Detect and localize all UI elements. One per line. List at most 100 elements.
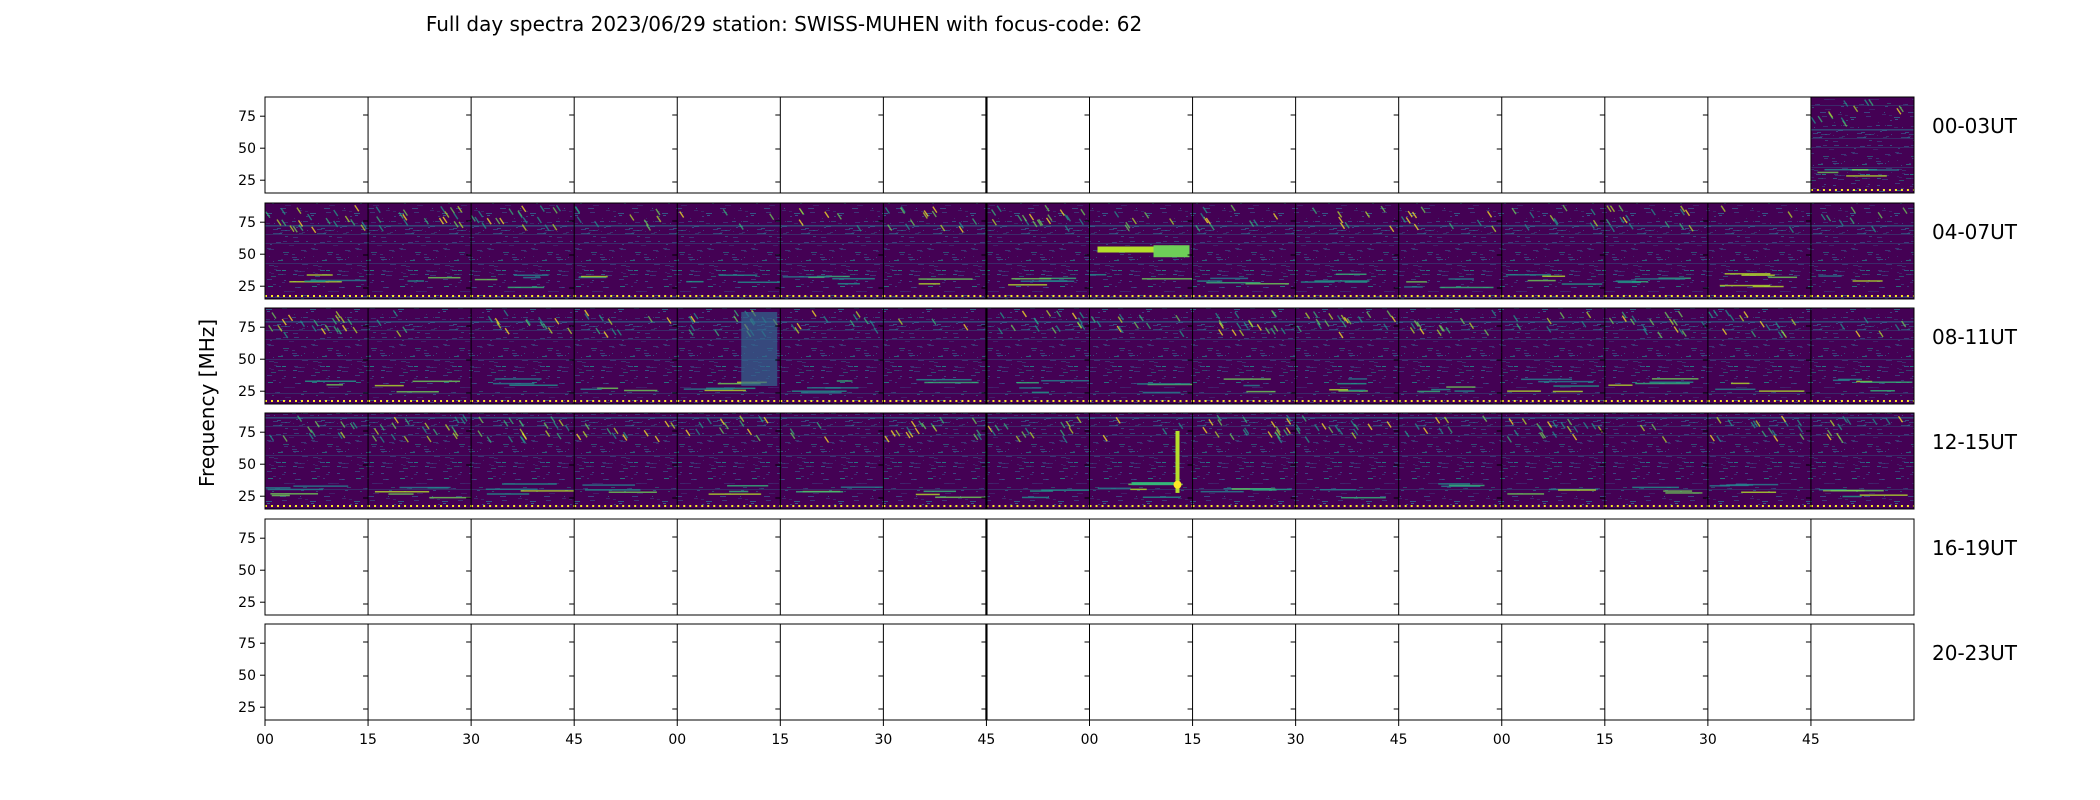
spectrum-panel: [883, 308, 987, 404]
spectrum-panel: [986, 308, 1098, 404]
x-tick-label: 15: [359, 732, 377, 748]
x-tick-label: 30: [1287, 732, 1305, 748]
y-tick-label: 25: [238, 279, 256, 295]
spectrum-panel: [1398, 308, 1502, 404]
y-tick-label: 25: [238, 384, 256, 400]
spectrum-panel: [1810, 97, 1914, 193]
row-time-label: 12-15UT: [1932, 430, 2018, 454]
y-tick-label: 75: [238, 531, 256, 547]
spectrum-panel: [470, 203, 575, 299]
x-tick-label: 45: [978, 732, 996, 748]
spectra-row: 12-15UT 75 50 25: [238, 412, 2018, 510]
y-tick-label: 50: [238, 141, 256, 157]
spectrum-panel: [1295, 308, 1399, 404]
spectra-rows: 00-03UT75502504-07UT75502508-11UT7550251…: [238, 96, 2018, 721]
spectrum-panel: [986, 203, 1090, 299]
spectrum-panel: [780, 308, 884, 404]
spectrum-panel: [1398, 203, 1502, 299]
spectrum-panel: [986, 413, 1097, 509]
y-tick-label: 75: [238, 320, 256, 336]
spectrum-panel: [883, 203, 987, 299]
burst-spike: [1175, 430, 1180, 493]
spectrum-panel: [1707, 308, 1811, 404]
spectrum-panel: [1501, 203, 1605, 299]
spectrum-panel: [1089, 413, 1193, 509]
row-time-label: 00-03UT: [1932, 114, 2018, 138]
y-tick-label: 25: [238, 595, 256, 611]
y-tick-label: 75: [238, 636, 256, 652]
y-axis-label: Frequency [MHz]: [195, 319, 219, 487]
y-tick-label: 75: [238, 425, 256, 441]
x-tick-label: 45: [1390, 732, 1408, 748]
spectra-row: 20-23UT 75 50 25: [238, 623, 2018, 721]
emission-band: [1153, 245, 1190, 258]
spectrum-panel: [471, 308, 575, 404]
spectrum-panel: [1604, 203, 1708, 299]
spectrum-panel: [1398, 413, 1502, 509]
x-tick-label: 00: [668, 732, 686, 748]
spectrum-panel: [368, 413, 480, 509]
spectrum-panel: [677, 203, 785, 299]
x-tick-label: 30: [1699, 732, 1717, 748]
x-tick-label: 00: [1493, 732, 1511, 748]
spectra-row: 16-19UT 75 50 25: [238, 518, 2018, 616]
y-tick-label: 50: [238, 457, 256, 473]
spectrum-panel: [1501, 413, 1605, 509]
spectrum-panel: [574, 308, 678, 404]
y-tick-label: 50: [238, 247, 256, 263]
y-tick-label: 75: [238, 215, 256, 231]
y-tick-label: 50: [238, 668, 256, 684]
emission-block: [741, 312, 778, 386]
row-time-label: 20-23UT: [1932, 641, 2018, 665]
spectrum-panel: [677, 308, 781, 404]
y-tick-label: 75: [238, 109, 256, 125]
spectrum-panel: [780, 203, 884, 299]
spectrum-panel: [1810, 308, 1914, 404]
spectrum-panel: [1089, 308, 1204, 404]
spectrum-panel: [265, 413, 369, 509]
spectrum-panel: [677, 413, 781, 509]
spectrum-panel: [368, 308, 472, 404]
spectrum-panel: [1192, 203, 1296, 299]
row-time-label: 08-11UT: [1932, 325, 2018, 349]
spectrum-panel: [1192, 413, 1296, 509]
x-tick-label: 45: [565, 732, 583, 748]
y-tick-label: 25: [238, 489, 256, 505]
spectrum-panel: [780, 413, 894, 509]
spectrum-panel: [1810, 203, 1914, 299]
spectra-row: 04-07UT 75 50 25: [238, 202, 2018, 300]
burst-peak: [1173, 480, 1182, 489]
x-tick-label: 15: [771, 732, 789, 748]
spectrum-panel: [1192, 308, 1296, 404]
x-axis: 00 15 30 45 00 15 30 45 00 15 30 45 00 15 30 45: [256, 720, 1820, 748]
y-tick-label: 25: [238, 700, 256, 716]
spectrum-panel: [1501, 308, 1605, 404]
emission-band: [1097, 246, 1154, 253]
spectrum-panel: [883, 413, 990, 509]
x-tick-label: 45: [1802, 732, 1820, 748]
x-tick-label: 00: [1081, 732, 1099, 748]
spectrum-panel: [471, 413, 577, 509]
x-tick-label: 30: [462, 732, 480, 748]
spectrum-panel: [1295, 203, 1399, 299]
spectrum-panel: [265, 308, 369, 404]
spectrum-panel: [1604, 413, 1708, 509]
spectrum-panel: [1604, 308, 1708, 404]
spectrum-panel: [1810, 413, 1914, 509]
chart-title: Full day spectra 2023/06/29 station: SWI…: [426, 12, 1142, 36]
row-time-label: 16-19UT: [1932, 536, 2018, 560]
y-tick-label: 25: [238, 173, 256, 189]
x-tick-label: 00: [256, 732, 274, 748]
burst-band: [1131, 482, 1178, 486]
y-tick-label: 50: [238, 352, 256, 368]
spectrum-panel: [1707, 413, 1811, 509]
spectrum-panel: [574, 413, 678, 509]
row-time-label: 04-07UT: [1932, 220, 2018, 244]
spectrum-panel: [368, 203, 472, 299]
spectra-row: 00-03UT 75 50 25: [238, 96, 2018, 194]
spectrum-panel: [574, 203, 678, 299]
x-tick-label: 15: [1596, 732, 1614, 748]
y-tick-label: 50: [238, 563, 256, 579]
spectrum-panel: [1707, 203, 1811, 299]
